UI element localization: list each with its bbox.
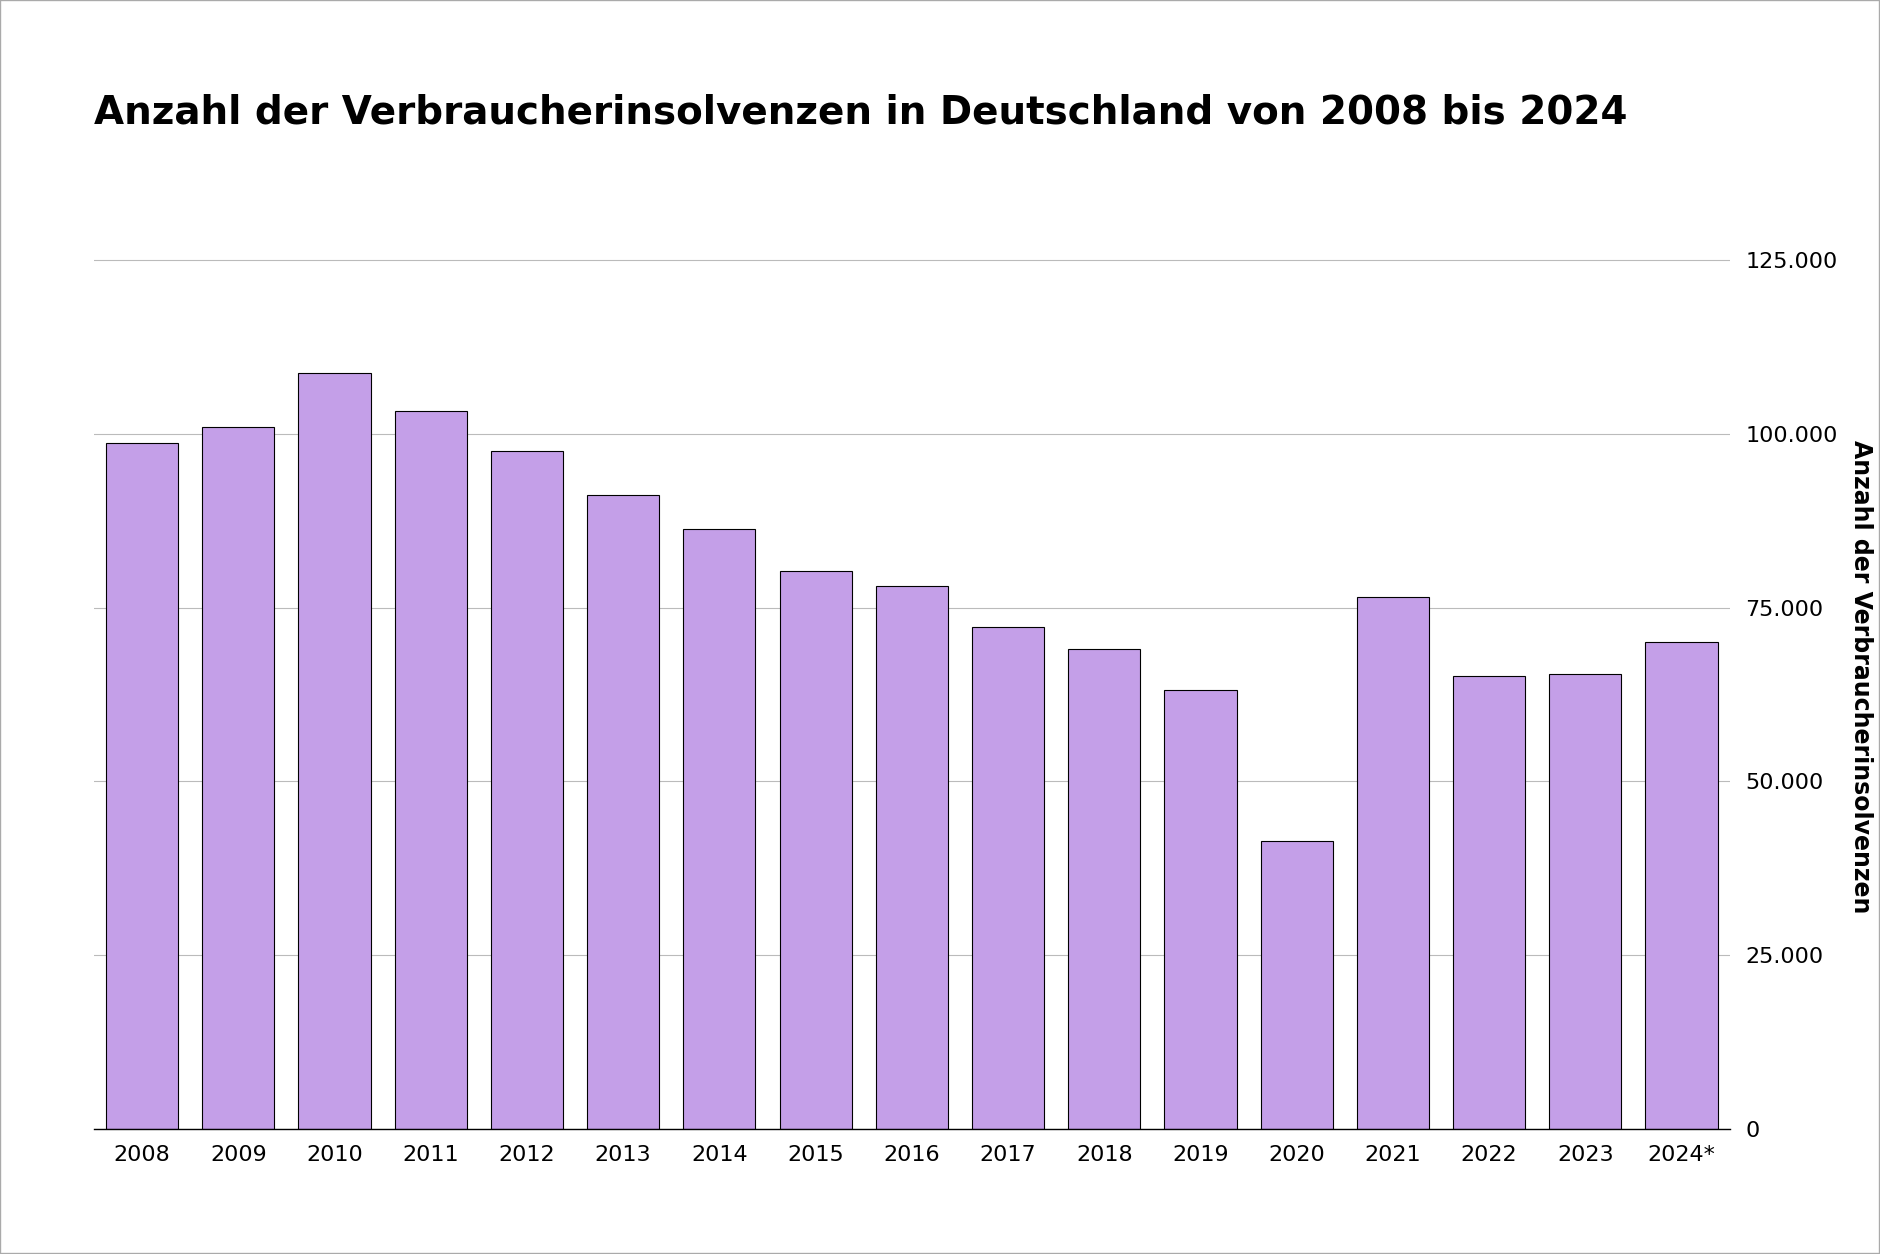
Bar: [1357, 597, 1429, 1129]
Bar: [491, 450, 562, 1129]
Bar: [587, 495, 660, 1129]
Bar: [1453, 676, 1525, 1129]
Bar: [876, 586, 948, 1129]
Y-axis label: Anzahl der Verbraucherinsolvenzen: Anzahl der Verbraucherinsolvenzen: [1848, 440, 1872, 914]
Bar: [780, 571, 852, 1129]
Bar: [395, 411, 466, 1129]
Bar: [1068, 650, 1141, 1129]
Bar: [1549, 673, 1621, 1129]
Bar: [299, 372, 370, 1129]
Bar: [1261, 841, 1333, 1129]
Bar: [972, 627, 1043, 1129]
Bar: [1164, 691, 1237, 1129]
Text: Anzahl der Verbraucherinsolvenzen in Deutschland von 2008 bis 2024: Anzahl der Verbraucherinsolvenzen in Deu…: [94, 94, 1628, 132]
Bar: [203, 428, 274, 1129]
Bar: [105, 443, 179, 1129]
Bar: [682, 529, 756, 1129]
Bar: [1645, 642, 1718, 1129]
